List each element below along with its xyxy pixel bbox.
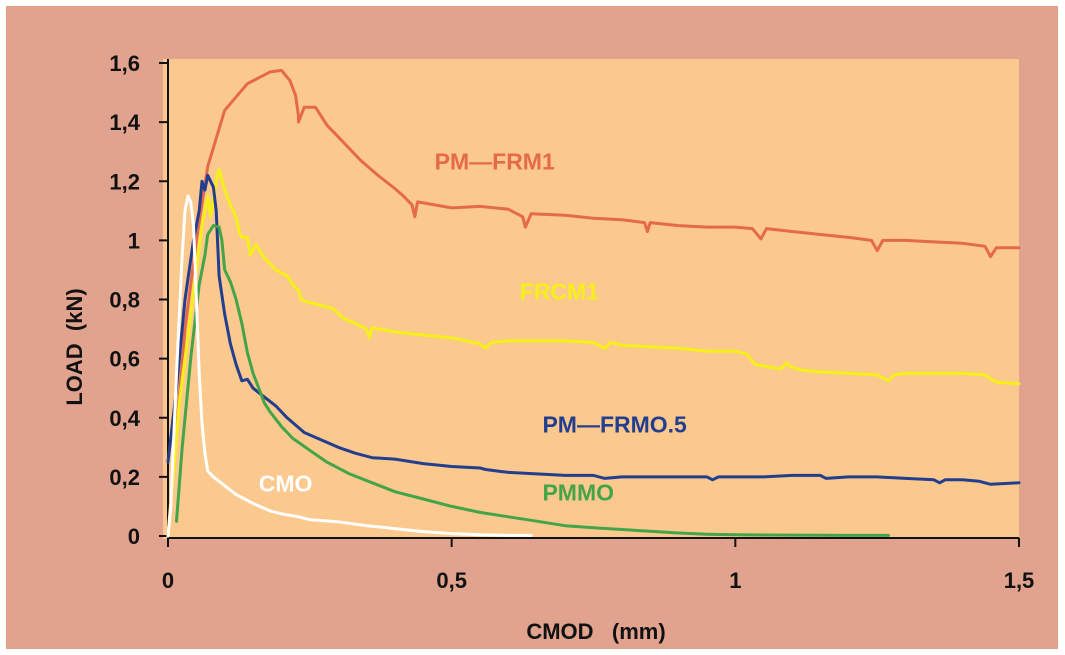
series-line-frcm1 bbox=[166, 167, 1021, 538]
series-label-frcm1: FRCM1 bbox=[520, 279, 599, 305]
y-tick-label: 0,2 bbox=[109, 465, 140, 490]
y-tick-label: 1 bbox=[128, 228, 140, 253]
x-tick-label: 1 bbox=[729, 568, 741, 593]
y-tick-label: 0,4 bbox=[109, 406, 140, 431]
series-label-pm-frmo-5: PM—FRMO.5 bbox=[542, 412, 687, 438]
y-tick-label: 0 bbox=[128, 524, 140, 549]
series-label-cmo: CMO bbox=[259, 471, 313, 497]
y-tick-label: 1,2 bbox=[109, 169, 140, 194]
y-axis-title: LOAD (kN) bbox=[62, 288, 87, 405]
x-tick-label: 1,5 bbox=[1004, 568, 1035, 593]
axes: 0 0,2 0,4 0,6 0,8 1 1,2 1,4 1,6 0 0,5 1 1,5 bbox=[109, 51, 1034, 593]
series-label-pmmo: PMMO bbox=[542, 480, 614, 506]
series-line-pm-frm1 bbox=[166, 68, 1021, 538]
series-line-pm-frmo-5 bbox=[166, 173, 1021, 486]
series-line-cmo bbox=[166, 194, 533, 538]
line-chart: 0 0,2 0,4 0,6 0,8 1 1,2 1,4 1,6 0 0,5 1 1,5 PM—FRM1 F… bbox=[62, 51, 1034, 644]
chart-frame: 0 0,2 0,4 0,6 0,8 1 1,2 1,4 1,6 0 0,5 1 1,5 PM—FRM1 F… bbox=[6, 6, 1058, 649]
y-tick-label: 1,4 bbox=[109, 110, 140, 135]
series-layer bbox=[166, 68, 1021, 538]
x-axis-title: CMOD (mm) bbox=[526, 619, 665, 644]
y-tick-label: 0,8 bbox=[109, 288, 140, 313]
x-tick-label: 0,5 bbox=[436, 568, 467, 593]
plot-area bbox=[163, 59, 1019, 539]
series-label-pm-frm1: PM—FRM1 bbox=[435, 148, 555, 174]
y-tick-label: 0,6 bbox=[109, 347, 140, 372]
y-tick-label: 1,6 bbox=[109, 51, 140, 76]
series-labels: PM—FRM1 FRCM1 PM—FRMO.5 PMMO CMO bbox=[259, 148, 687, 505]
x-tick-label: 0 bbox=[162, 568, 174, 593]
series-line-pmmo bbox=[175, 224, 890, 537]
